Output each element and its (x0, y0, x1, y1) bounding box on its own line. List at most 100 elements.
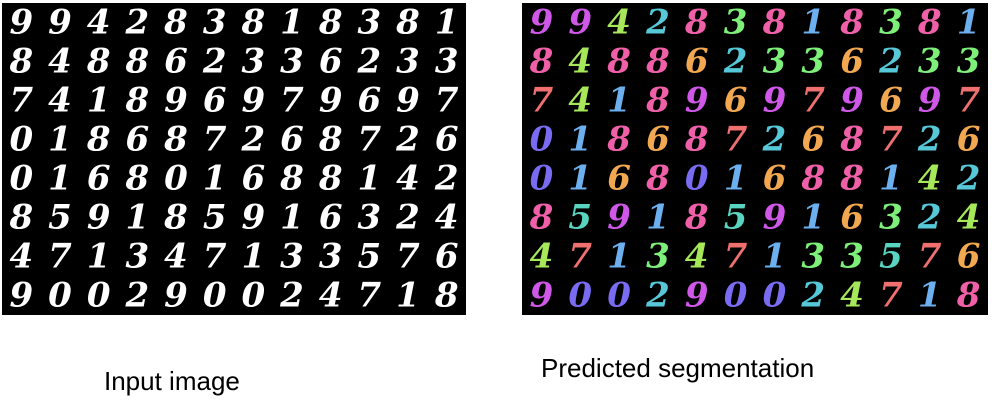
input-digit: 2 (356, 42, 381, 82)
segmented-digit: 1 (801, 3, 825, 43)
input-digit: 8 (434, 276, 459, 316)
segmented-digit: 1 (607, 237, 631, 277)
input-digit: 2 (279, 276, 304, 316)
segmented-digit: 0 (724, 276, 748, 316)
segmented-digit: 9 (685, 276, 709, 316)
segmented-digit: 3 (918, 42, 942, 82)
segmented-digit: 8 (684, 120, 709, 160)
input-digit: 7 (435, 81, 459, 121)
segmented-digit: 2 (878, 42, 903, 82)
input-digit: 9 (9, 276, 33, 316)
segmented-digit: 1 (957, 3, 981, 43)
segmented-digit: 4 (918, 159, 942, 199)
segmented-digit: 0 (763, 276, 787, 316)
segmented-digit: 7 (957, 81, 981, 121)
segmented-digit: 2 (956, 159, 981, 199)
segmented-digit: 1 (646, 198, 670, 238)
input-digit: 5 (357, 237, 381, 277)
segmented-digit: 1 (607, 81, 631, 121)
segmented-digit: 8 (762, 3, 787, 43)
segmented-digit: 9 (763, 198, 787, 238)
segmented-digit: 6 (879, 81, 903, 121)
segmented-digit: 1 (724, 159, 748, 199)
input-digit: 7 (203, 237, 227, 277)
input-digit: 4 (319, 276, 343, 316)
input-digit: 1 (48, 120, 72, 160)
input-digit: 1 (357, 159, 381, 199)
input-digit: 1 (435, 3, 459, 43)
segmented-digit: 2 (917, 198, 942, 238)
predicted-segmentation-caption: Predicted segmentation (541, 353, 815, 383)
input-digit: 3 (396, 42, 420, 82)
input-digit: 9 (87, 198, 111, 238)
segmented-digit: 3 (801, 237, 825, 277)
segmented-digit: 4 (607, 3, 631, 43)
input-digit: 6 (435, 120, 459, 160)
input-digit: 3 (319, 237, 343, 277)
input-digit: 8 (163, 3, 188, 43)
input-digits-grid: 9 9 4 2 8 3 8 1 8 3 8 18 4 8 8 6 2 3 3 6 2 3 37 4 1 8 9 6 9 7 9 6 9 70 1 8 6… (8, 3, 459, 316)
input-digit: 6 (280, 120, 304, 160)
input-digit: 8 (279, 159, 304, 199)
input-digit: 1 (125, 198, 149, 238)
input-digit: 9 (241, 198, 265, 238)
input-digit: 0 (9, 120, 33, 160)
segmented-digit: 3 (879, 198, 903, 238)
input-digit: 3 (125, 237, 149, 277)
input-digit: 6 (203, 81, 227, 121)
input-digit: 4 (435, 198, 459, 238)
segmented-digit: 3 (840, 237, 864, 277)
segmented-digit: 4 (840, 276, 864, 316)
input-digit: 1 (280, 3, 304, 43)
segmented-digit: 9 (530, 276, 554, 316)
segmented-digit: 8 (956, 276, 981, 316)
input-digit: 8 (395, 3, 420, 43)
input-digit: 9 (164, 81, 188, 121)
input-digit: 2 (124, 3, 149, 43)
input-digit: 6 (435, 237, 459, 277)
input-digit: 8 (124, 159, 149, 199)
input-digit: 6 (357, 81, 381, 121)
segmented-digit: 8 (606, 120, 631, 160)
segmented-digit: 9 (918, 81, 942, 121)
segmentation-digits-grid: 9 9 4 2 8 3 8 1 8 3 8 18 4 8 8 6 2 3 3 6 2 3 37 4 1 8 9 6 9 7 9 6 9 70 1 8 6… (529, 3, 981, 316)
segmented-digit: 3 (957, 42, 981, 82)
segmented-digit: 4 (957, 198, 981, 238)
input-digit: 0 (48, 276, 72, 316)
input-digit: 7 (396, 237, 420, 277)
segmented-digit: 9 (840, 81, 864, 121)
input-digit: 8 (86, 120, 111, 160)
segmented-digit: 8 (645, 159, 670, 199)
input-digit: 2 (124, 276, 149, 316)
input-digit: 8 (124, 42, 149, 82)
segmented-digit: 6 (646, 120, 670, 160)
segmented-digit: 8 (684, 3, 709, 43)
segmented-digit: 1 (918, 276, 942, 316)
input-digit: 8 (124, 81, 149, 121)
input-digit: 4 (9, 237, 33, 277)
input-digit: 3 (241, 42, 265, 82)
input-digit: 2 (202, 42, 227, 82)
segmented-digit: 1 (763, 237, 787, 277)
input-digit: 8 (86, 42, 111, 82)
segmented-digit: 4 (530, 237, 554, 277)
segmented-digit: 3 (763, 42, 787, 82)
segmented-digit: 7 (801, 81, 825, 121)
segmented-digit: 5 (879, 237, 903, 277)
segmented-digit: 6 (801, 120, 825, 160)
input-digit: 6 (125, 120, 149, 160)
input-digit: 0 (164, 159, 188, 199)
input-digit: 1 (87, 81, 111, 121)
input-digit: 1 (396, 276, 420, 316)
input-digit: 6 (164, 42, 188, 82)
segmented-digit: 7 (724, 237, 748, 277)
segmented-digit: 0 (607, 276, 631, 316)
segmented-digit: 7 (879, 120, 903, 160)
input-digit: 9 (9, 3, 33, 43)
input-digit: 9 (48, 3, 72, 43)
input-digit: 3 (435, 42, 459, 82)
input-digit: 0 (87, 276, 111, 316)
segmented-digit: 7 (568, 237, 592, 277)
input-digit: 0 (9, 159, 33, 199)
